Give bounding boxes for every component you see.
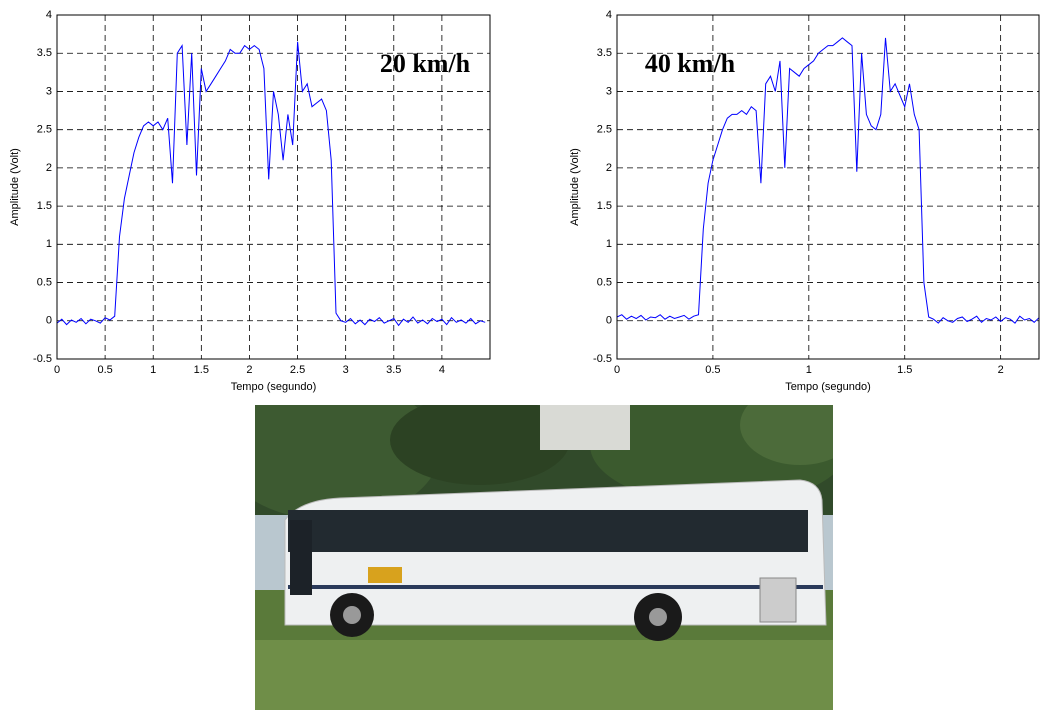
y-tick-label: 0.5 — [37, 276, 52, 288]
annotation: 20 km/h — [380, 49, 471, 78]
x-tick-label: 0.5 — [705, 364, 720, 376]
x-tick-label: 2.5 — [290, 364, 305, 376]
x-tick-label: 1.5 — [194, 364, 209, 376]
y-tick-label: 3.5 — [37, 47, 52, 59]
y-tick-label: 4 — [606, 9, 612, 21]
x-tick-label: 1.5 — [897, 364, 912, 376]
y-tick-label: -0.5 — [593, 353, 612, 365]
x-tick-label: 2 — [246, 364, 252, 376]
y-tick-label: 0.5 — [597, 276, 612, 288]
x-tick-label: 3.5 — [386, 364, 401, 376]
x-tick-label: 3 — [343, 364, 349, 376]
plot-frame — [56, 14, 491, 360]
x-tick-label: 1 — [806, 364, 812, 376]
x-tick-label: 0 — [614, 364, 620, 376]
x-tick-label: 0 — [54, 364, 60, 376]
y-tick-label: 1 — [606, 238, 612, 250]
signal-line — [616, 37, 1040, 324]
x-axis-label: Tempo (segundo) — [785, 381, 871, 393]
y-tick-label: 1.5 — [597, 200, 612, 212]
plot-frame — [616, 14, 1040, 360]
y-tick-label: 3 — [46, 85, 52, 97]
y-tick-label: 3 — [606, 85, 612, 97]
annotation: 40 km/h — [645, 49, 736, 78]
y-tick-label: 3.5 — [597, 47, 612, 59]
y-tick-label: 2 — [606, 162, 612, 174]
x-tick-label: 1 — [150, 364, 156, 376]
bus-photo — [255, 405, 833, 710]
y-tick-label: -0.5 — [33, 353, 52, 365]
x-axis-label: Tempo (segundo) — [231, 381, 317, 393]
y-tick-label: 0 — [606, 315, 612, 327]
y-tick-label: 2.5 — [37, 124, 52, 136]
y-axis-label: Amplitude (Volt) — [569, 148, 581, 226]
y-tick-label: 1.5 — [37, 200, 52, 212]
y-tick-label: 2 — [46, 162, 52, 174]
x-tick-label: 0.5 — [97, 364, 112, 376]
x-tick-label: 4 — [439, 364, 445, 376]
y-tick-label: 4 — [46, 9, 52, 21]
signal-line — [56, 41, 486, 327]
y-tick-label: 1 — [46, 238, 52, 250]
y-axis-label: Amplitude (Volt) — [9, 148, 21, 226]
y-tick-label: 2.5 — [597, 124, 612, 136]
x-tick-label: 2 — [998, 364, 1004, 376]
y-tick-label: 0 — [46, 315, 52, 327]
